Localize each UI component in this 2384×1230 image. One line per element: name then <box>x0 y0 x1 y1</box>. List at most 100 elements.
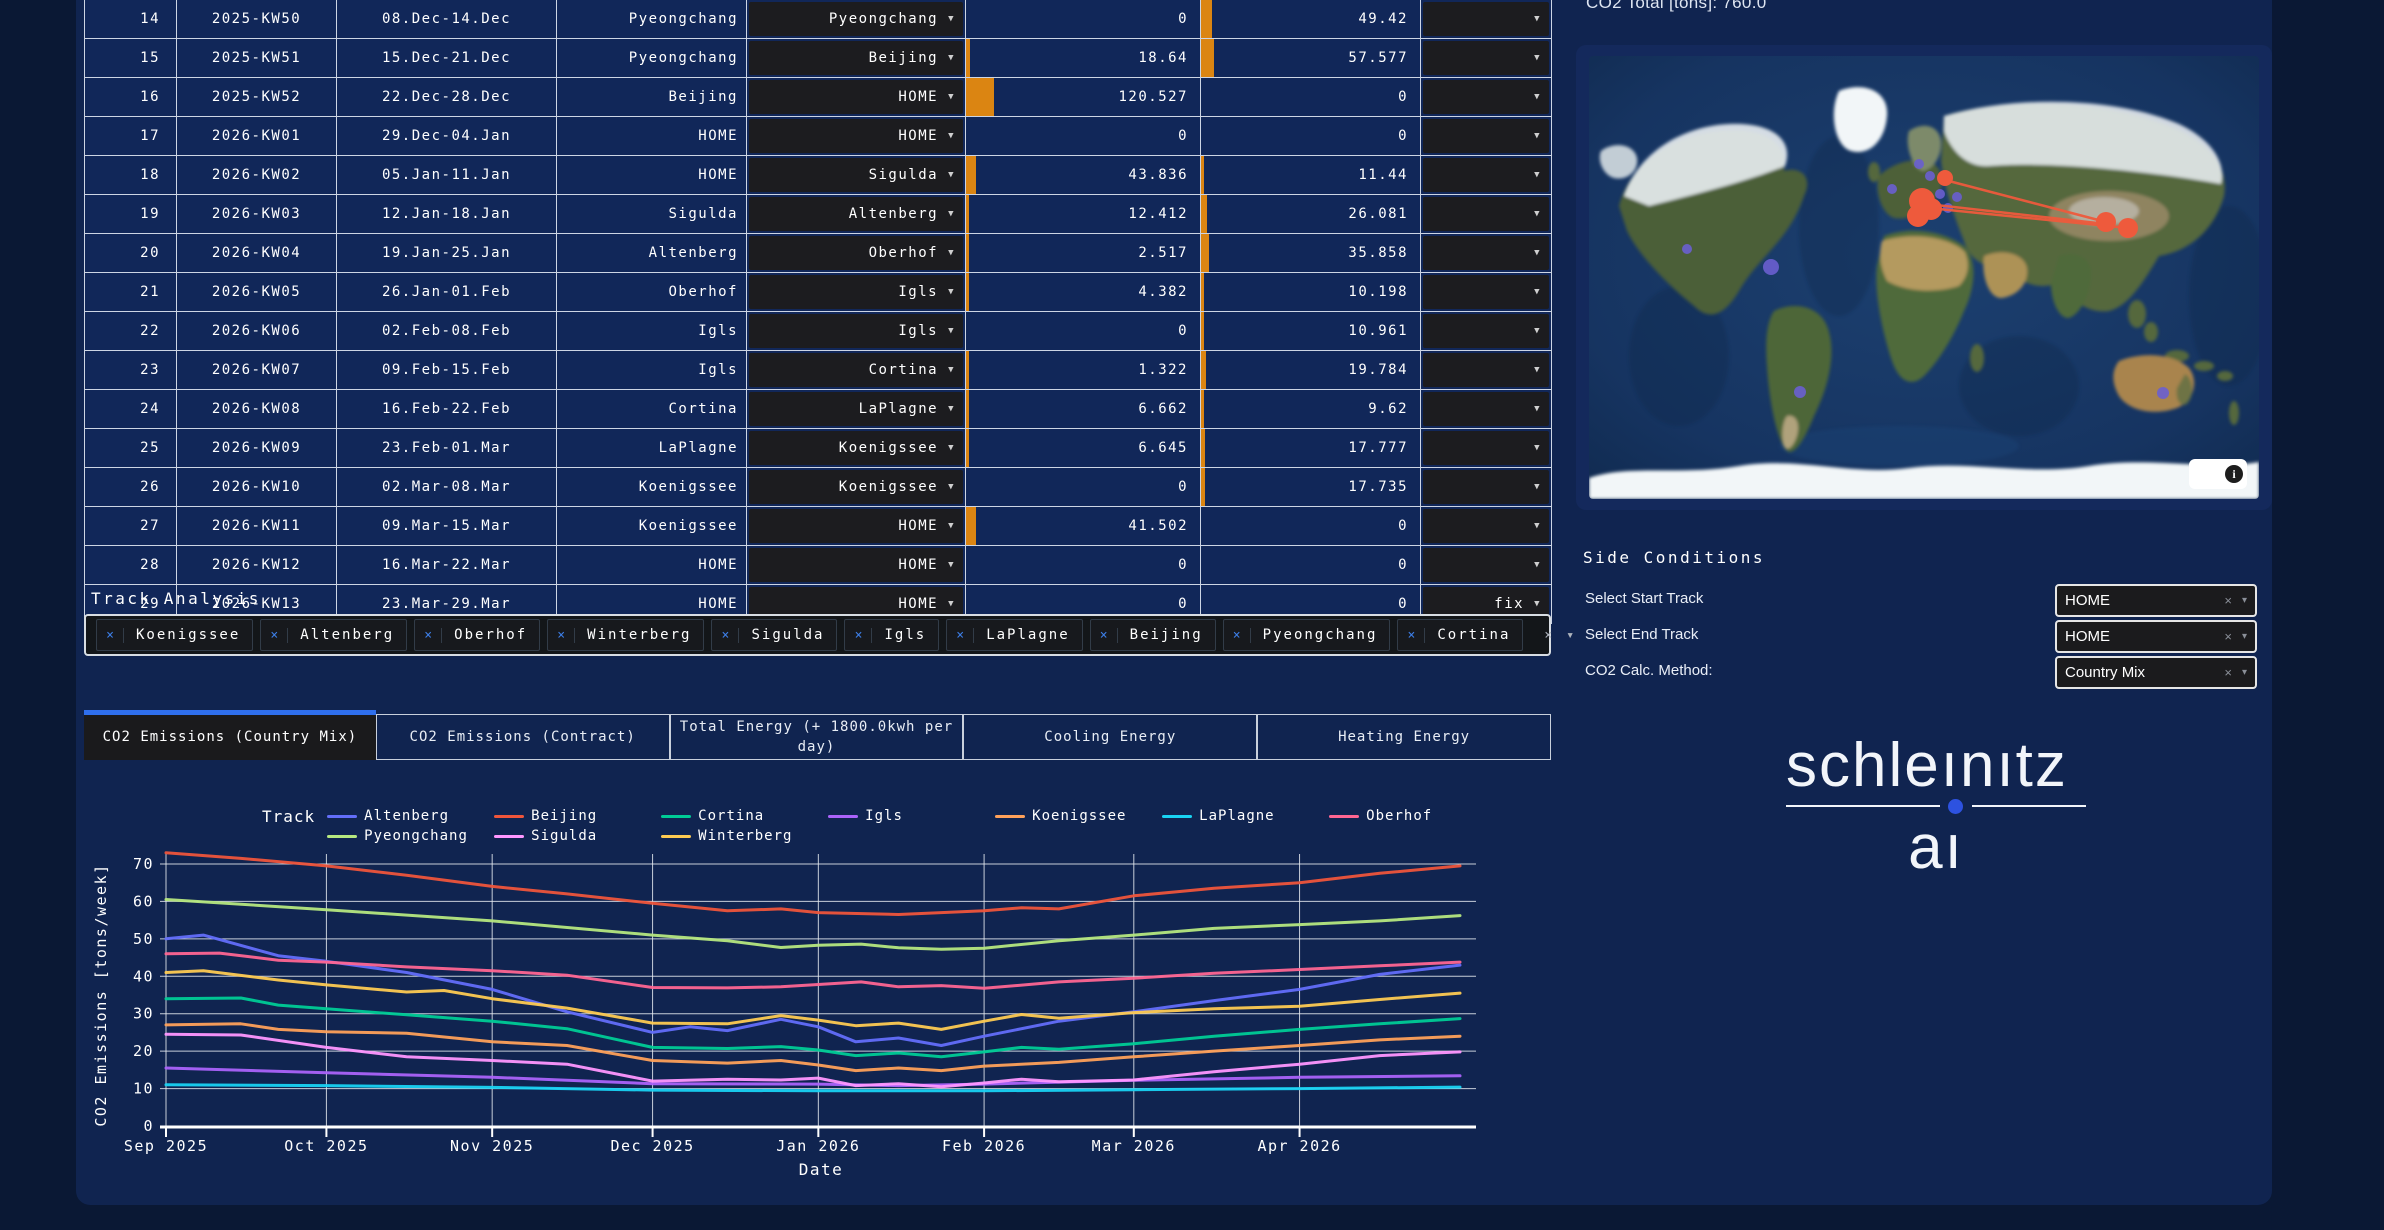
remove-chip-icon[interactable]: × <box>548 628 575 643</box>
chevron-down-icon[interactable]: ▼ <box>1534 92 1541 102</box>
tab-total-energy-1800-0kwh-per-day[interactable]: Total Energy (+ 1800.0kwh per day) <box>670 714 964 760</box>
chevron-down-icon[interactable]: ▼ <box>1534 443 1541 453</box>
to-track-select[interactable]: Igls▼ <box>747 273 966 312</box>
legend-item-sigulda[interactable]: Sigulda <box>494 826 661 846</box>
chevron-down-icon[interactable]: ▼ <box>948 53 955 63</box>
chevron-down-icon[interactable]: ▼ <box>948 209 955 219</box>
clear-icon[interactable]: × <box>2224 593 2232 608</box>
chevron-down-icon[interactable]: ▼ <box>1534 248 1541 258</box>
to-track-select[interactable]: Beijing▼ <box>747 39 966 78</box>
chevron-down-icon[interactable]: ▼ <box>1534 209 1541 219</box>
tab-co2-emissions-contract[interactable]: CO2 Emissions (Contract) <box>376 714 670 760</box>
chevron-down-icon[interactable]: ▼ <box>948 248 955 258</box>
chevron-down-icon[interactable]: ▾ <box>2242 667 2247 678</box>
chevron-down-icon[interactable]: ▼ <box>1534 170 1541 180</box>
action-select[interactable]: ▼ <box>1421 78 1552 117</box>
chevron-down-icon[interactable]: ▼ <box>948 482 955 492</box>
end-track-select[interactable]: HOME × ▾ <box>2055 620 2257 653</box>
remove-chip-icon[interactable]: × <box>415 628 442 643</box>
to-track-select[interactable]: LaPlagne▼ <box>747 390 966 429</box>
chevron-down-icon[interactable]: ▼ <box>1534 326 1541 336</box>
chevron-down-icon[interactable]: ▼ <box>948 521 955 531</box>
action-select[interactable]: ▼ <box>1421 195 1552 234</box>
action-select[interactable]: ▼ <box>1421 39 1552 78</box>
remove-chip-icon[interactable]: × <box>261 628 288 643</box>
to-track-select[interactable]: Cortina▼ <box>747 351 966 390</box>
action-select[interactable]: ▼ <box>1421 507 1552 546</box>
action-select[interactable]: ▼ <box>1421 468 1552 507</box>
remove-chip-icon[interactable]: × <box>1398 628 1425 643</box>
chevron-down-icon[interactable]: ▼ <box>948 404 955 414</box>
legend-item-beijing[interactable]: Beijing <box>494 806 661 826</box>
to-track-select[interactable]: Sigulda▼ <box>747 156 966 195</box>
chevron-down-icon[interactable]: ▼ <box>948 14 955 24</box>
action-select[interactable]: ▼ <box>1421 312 1552 351</box>
remove-chip-icon[interactable]: × <box>712 628 739 643</box>
action-select[interactable]: ▼ <box>1421 156 1552 195</box>
chevron-down-icon[interactable]: ▼ <box>948 131 955 141</box>
to-track-select[interactable]: Koenigssee▼ <box>747 429 966 468</box>
to-track-select[interactable]: Koenigssee▼ <box>747 468 966 507</box>
to-track-select[interactable]: HOME▼ <box>747 117 966 156</box>
chevron-down-icon[interactable]: ▾ <box>1566 628 1574 643</box>
remove-chip-icon[interactable]: × <box>947 628 974 643</box>
chevron-down-icon[interactable]: ▼ <box>1534 14 1541 24</box>
to-track-select[interactable]: Altenberg▼ <box>747 195 966 234</box>
action-select[interactable]: ▼ <box>1421 234 1552 273</box>
chevron-down-icon[interactable]: ▼ <box>948 287 955 297</box>
chevron-down-icon[interactable]: ▼ <box>1534 404 1541 414</box>
chevron-down-icon[interactable]: ▼ <box>1534 131 1541 141</box>
action-select[interactable]: ▼ <box>1421 390 1552 429</box>
chevron-down-icon[interactable]: ▼ <box>948 443 955 453</box>
to-track-select[interactable]: HOME▼ <box>747 78 966 117</box>
info-icon[interactable]: i <box>2225 465 2243 483</box>
co2-method-select[interactable]: Country Mix × ▾ <box>2055 656 2257 689</box>
map-attribution[interactable]: i <box>2189 459 2247 489</box>
world-map[interactable]: i <box>1589 56 2259 499</box>
chevron-down-icon[interactable]: ▼ <box>948 326 955 336</box>
to-track-select[interactable]: HOME▼ <box>747 507 966 546</box>
chevron-down-icon[interactable]: ▼ <box>1534 287 1541 297</box>
tab-heating-energy[interactable]: Heating Energy <box>1257 714 1551 760</box>
clear-all-icon[interactable]: × <box>1544 628 1552 643</box>
chevron-down-icon[interactable]: ▼ <box>1534 53 1541 63</box>
legend-item-winterberg[interactable]: Winterberg <box>661 826 828 846</box>
to-track-select[interactable]: HOME▼ <box>747 546 966 585</box>
action-select[interactable]: ▼ <box>1421 0 1552 39</box>
chevron-down-icon[interactable]: ▾ <box>2242 595 2247 606</box>
legend-item-igls[interactable]: Igls <box>828 806 995 826</box>
start-track-select[interactable]: HOME × ▾ <box>2055 584 2257 617</box>
action-select[interactable]: ▼ <box>1421 117 1552 156</box>
clear-icon[interactable]: × <box>2224 665 2232 680</box>
chevron-down-icon[interactable]: ▼ <box>948 365 955 375</box>
action-select[interactable]: ▼ <box>1421 429 1552 468</box>
tab-cooling-energy[interactable]: Cooling Energy <box>963 714 1257 760</box>
to-track-select[interactable]: Pyeongchang▼ <box>747 0 966 39</box>
action-select[interactable]: ▼ <box>1421 351 1552 390</box>
remove-chip-icon[interactable]: × <box>1224 628 1251 643</box>
chevron-down-icon[interactable]: ▼ <box>1534 482 1541 492</box>
chevron-down-icon[interactable]: ▼ <box>1534 560 1541 570</box>
chevron-down-icon[interactable]: ▼ <box>948 599 955 609</box>
remove-chip-icon[interactable]: × <box>1091 628 1118 643</box>
remove-chip-icon[interactable]: × <box>97 628 124 643</box>
chevron-down-icon[interactable]: ▼ <box>1534 599 1541 609</box>
chevron-down-icon[interactable]: ▼ <box>948 560 955 570</box>
tab-co2-emissions-country-mix[interactable]: CO2 Emissions (Country Mix) <box>84 710 376 760</box>
chevron-down-icon[interactable]: ▼ <box>1534 521 1541 531</box>
chevron-down-icon[interactable]: ▼ <box>948 170 955 180</box>
legend-item-koenigssee[interactable]: Koenigssee <box>995 806 1162 826</box>
to-track-select[interactable]: Oberhof▼ <box>747 234 966 273</box>
track-multiselect[interactable]: ×Koenigssee×Altenberg×Oberhof×Winterberg… <box>84 614 1551 656</box>
chevron-down-icon[interactable]: ▾ <box>2242 631 2247 642</box>
legend-item-laplagne[interactable]: LaPlagne <box>1162 806 1329 826</box>
legend-item-oberhof[interactable]: Oberhof <box>1329 806 1496 826</box>
action-select[interactable]: ▼ <box>1421 273 1552 312</box>
chevron-down-icon[interactable]: ▼ <box>1534 365 1541 375</box>
chevron-down-icon[interactable]: ▼ <box>948 92 955 102</box>
clear-icon[interactable]: × <box>2224 629 2232 644</box>
legend-item-cortina[interactable]: Cortina <box>661 806 828 826</box>
legend-item-altenberg[interactable]: Altenberg <box>327 806 494 826</box>
remove-chip-icon[interactable]: × <box>845 628 872 643</box>
action-select[interactable]: ▼ <box>1421 546 1552 585</box>
